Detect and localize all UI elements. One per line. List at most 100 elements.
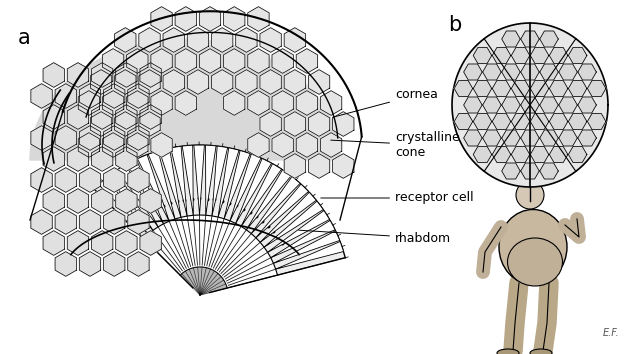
Polygon shape — [102, 133, 124, 157]
Polygon shape — [104, 210, 125, 234]
Polygon shape — [549, 114, 568, 130]
Polygon shape — [212, 146, 228, 216]
Polygon shape — [521, 163, 540, 179]
Polygon shape — [568, 80, 587, 97]
Polygon shape — [252, 177, 300, 234]
Polygon shape — [199, 49, 221, 73]
Polygon shape — [127, 49, 148, 73]
Polygon shape — [128, 126, 149, 150]
Polygon shape — [308, 154, 330, 178]
Polygon shape — [151, 91, 172, 115]
Polygon shape — [94, 145, 346, 275]
Polygon shape — [140, 105, 161, 129]
Polygon shape — [43, 105, 65, 129]
Polygon shape — [116, 63, 137, 87]
Polygon shape — [321, 91, 342, 115]
Polygon shape — [30, 39, 340, 160]
Polygon shape — [127, 159, 163, 224]
Polygon shape — [454, 114, 473, 130]
Polygon shape — [78, 91, 100, 115]
Polygon shape — [92, 63, 113, 87]
Polygon shape — [78, 133, 100, 157]
Polygon shape — [284, 112, 305, 136]
Polygon shape — [321, 133, 342, 157]
Polygon shape — [31, 210, 52, 234]
Polygon shape — [531, 114, 549, 130]
Polygon shape — [163, 28, 184, 52]
Polygon shape — [67, 63, 88, 87]
Polygon shape — [116, 105, 137, 129]
Polygon shape — [568, 147, 587, 162]
Polygon shape — [492, 114, 511, 130]
Polygon shape — [463, 97, 482, 113]
Polygon shape — [492, 147, 511, 162]
Polygon shape — [260, 192, 316, 242]
Polygon shape — [452, 23, 608, 187]
Polygon shape — [92, 105, 113, 129]
Polygon shape — [92, 189, 113, 213]
Polygon shape — [139, 112, 160, 136]
Text: a: a — [18, 28, 31, 48]
Ellipse shape — [530, 349, 552, 354]
Polygon shape — [588, 114, 606, 130]
Polygon shape — [521, 64, 540, 80]
Polygon shape — [333, 112, 354, 136]
Polygon shape — [116, 189, 137, 213]
Polygon shape — [549, 47, 568, 63]
Polygon shape — [502, 130, 520, 146]
Polygon shape — [104, 252, 125, 276]
Polygon shape — [264, 201, 323, 247]
Polygon shape — [256, 184, 308, 238]
Polygon shape — [79, 210, 100, 234]
Polygon shape — [248, 7, 269, 31]
Text: crystalline
cone: crystalline cone — [331, 131, 460, 159]
Polygon shape — [67, 147, 88, 171]
Polygon shape — [260, 28, 282, 52]
Polygon shape — [128, 252, 149, 276]
Polygon shape — [151, 133, 172, 157]
Polygon shape — [31, 84, 52, 108]
Polygon shape — [90, 112, 112, 136]
Polygon shape — [473, 147, 492, 162]
Polygon shape — [540, 163, 558, 179]
Polygon shape — [260, 112, 282, 136]
Polygon shape — [454, 80, 473, 97]
Polygon shape — [128, 210, 149, 234]
Polygon shape — [540, 64, 558, 80]
Polygon shape — [43, 63, 65, 87]
Polygon shape — [55, 210, 76, 234]
Polygon shape — [175, 91, 196, 115]
Polygon shape — [140, 231, 161, 255]
Polygon shape — [182, 145, 193, 215]
Polygon shape — [578, 130, 596, 146]
Polygon shape — [549, 147, 568, 162]
Polygon shape — [116, 147, 137, 171]
Polygon shape — [273, 231, 340, 263]
Polygon shape — [271, 221, 335, 258]
Polygon shape — [483, 64, 501, 80]
Polygon shape — [223, 7, 245, 31]
Polygon shape — [463, 130, 482, 146]
Ellipse shape — [499, 210, 567, 285]
Polygon shape — [296, 133, 317, 157]
Polygon shape — [272, 133, 293, 157]
Polygon shape — [502, 64, 520, 80]
Polygon shape — [205, 145, 216, 215]
Polygon shape — [492, 80, 511, 97]
Polygon shape — [115, 28, 136, 52]
Polygon shape — [248, 133, 269, 157]
Polygon shape — [236, 70, 257, 94]
Polygon shape — [272, 49, 293, 73]
Circle shape — [516, 181, 544, 209]
Polygon shape — [241, 164, 282, 226]
Polygon shape — [284, 154, 305, 178]
Polygon shape — [79, 252, 100, 276]
Polygon shape — [211, 70, 233, 94]
Polygon shape — [79, 126, 100, 150]
Polygon shape — [55, 168, 76, 192]
Polygon shape — [473, 114, 492, 130]
Polygon shape — [224, 150, 250, 219]
Polygon shape — [115, 70, 136, 94]
Polygon shape — [521, 97, 540, 113]
Polygon shape — [104, 126, 125, 150]
